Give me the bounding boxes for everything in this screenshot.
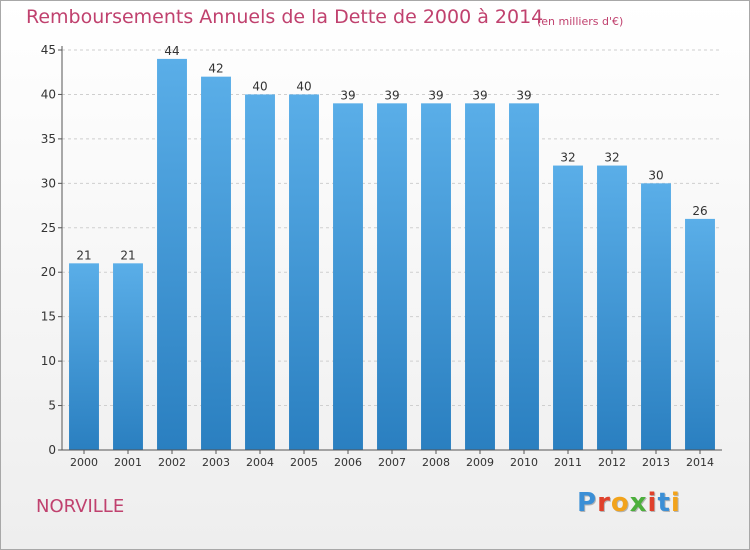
bar: [509, 103, 539, 450]
bar: [245, 94, 275, 450]
x-tick-label: 2001: [114, 456, 142, 469]
logo-letter: i: [670, 488, 681, 518]
y-tick-label: 30: [41, 176, 56, 190]
y-tick-label: 5: [48, 399, 56, 413]
x-tick-label: 2002: [158, 456, 186, 469]
axes: [58, 46, 722, 454]
y-tick-label: 15: [41, 310, 56, 324]
bar: [113, 263, 143, 450]
y-tick-label: 10: [41, 354, 56, 368]
logo-letter: i: [647, 488, 658, 518]
y-tick-label: 35: [41, 132, 56, 146]
bar: [641, 183, 671, 451]
y-tick-label: 0: [48, 443, 56, 457]
bar: [333, 103, 363, 450]
x-tick-label: 2003: [202, 456, 230, 469]
x-tick-label: 2011: [554, 456, 582, 469]
x-tick-label: 2007: [378, 456, 406, 469]
logo-letter: x: [629, 488, 648, 518]
x-tick-label: 2010: [510, 456, 538, 469]
x-tick-label: 2014: [686, 456, 714, 469]
bar: [597, 165, 627, 451]
bar-value-label: 21: [76, 248, 91, 262]
bars: [69, 58, 715, 451]
bar: [69, 263, 99, 450]
bar: [157, 58, 187, 451]
bar: [553, 165, 583, 451]
bar-value-label: 39: [516, 88, 531, 102]
x-tick-label: 2008: [422, 456, 450, 469]
y-tick-label: 40: [41, 87, 56, 101]
bar-value-label: 21: [120, 248, 135, 262]
bar: [201, 76, 231, 451]
bar-value-label: 26: [692, 204, 707, 218]
chart-subtitle: (en milliers d'€): [537, 15, 624, 28]
proxiti-logo: Proxiti: [577, 488, 681, 518]
bar: [377, 103, 407, 450]
x-tick-label: 2006: [334, 456, 362, 469]
logo-letter: P: [577, 488, 598, 518]
y-tick-label: 45: [41, 43, 56, 57]
labels: 0 5 10 15 20 25 30 35 40 45 21 2000 21 2001 44 2002 42 20…: [41, 43, 714, 469]
bar-value-label: 44: [164, 44, 179, 58]
x-tick-label: 2004: [246, 456, 274, 469]
x-tick-label: 2009: [466, 456, 494, 469]
bar-value-label: 40: [252, 79, 267, 93]
x-tick-label: 2000: [70, 456, 98, 469]
logo-letter: t: [657, 488, 671, 518]
bar-value-label: 42: [208, 62, 223, 76]
x-tick-label: 2012: [598, 456, 626, 469]
bar-value-label: 32: [604, 151, 619, 165]
bar-value-label: 39: [340, 88, 355, 102]
bar: [685, 218, 715, 450]
bar: [289, 94, 319, 450]
x-tick-label: 2013: [642, 456, 670, 469]
bar-value-label: 39: [428, 88, 443, 102]
bar-value-label: 40: [296, 79, 311, 93]
bar-value-label: 39: [384, 88, 399, 102]
logo-letter: r: [597, 488, 611, 518]
logo-letter: o: [610, 488, 630, 518]
town-name: NORVILLE: [36, 496, 125, 517]
y-tick-label: 20: [41, 265, 56, 279]
bar-value-label: 32: [560, 151, 575, 165]
bar-value-label: 30: [648, 168, 663, 182]
bar-value-label: 39: [472, 88, 487, 102]
x-tick-label: 2005: [290, 456, 318, 469]
y-tick-label: 25: [41, 221, 56, 235]
chart-title: Remboursements Annuels de la Dette de 20…: [26, 6, 544, 28]
bar: [421, 103, 451, 450]
bar: [465, 103, 495, 450]
